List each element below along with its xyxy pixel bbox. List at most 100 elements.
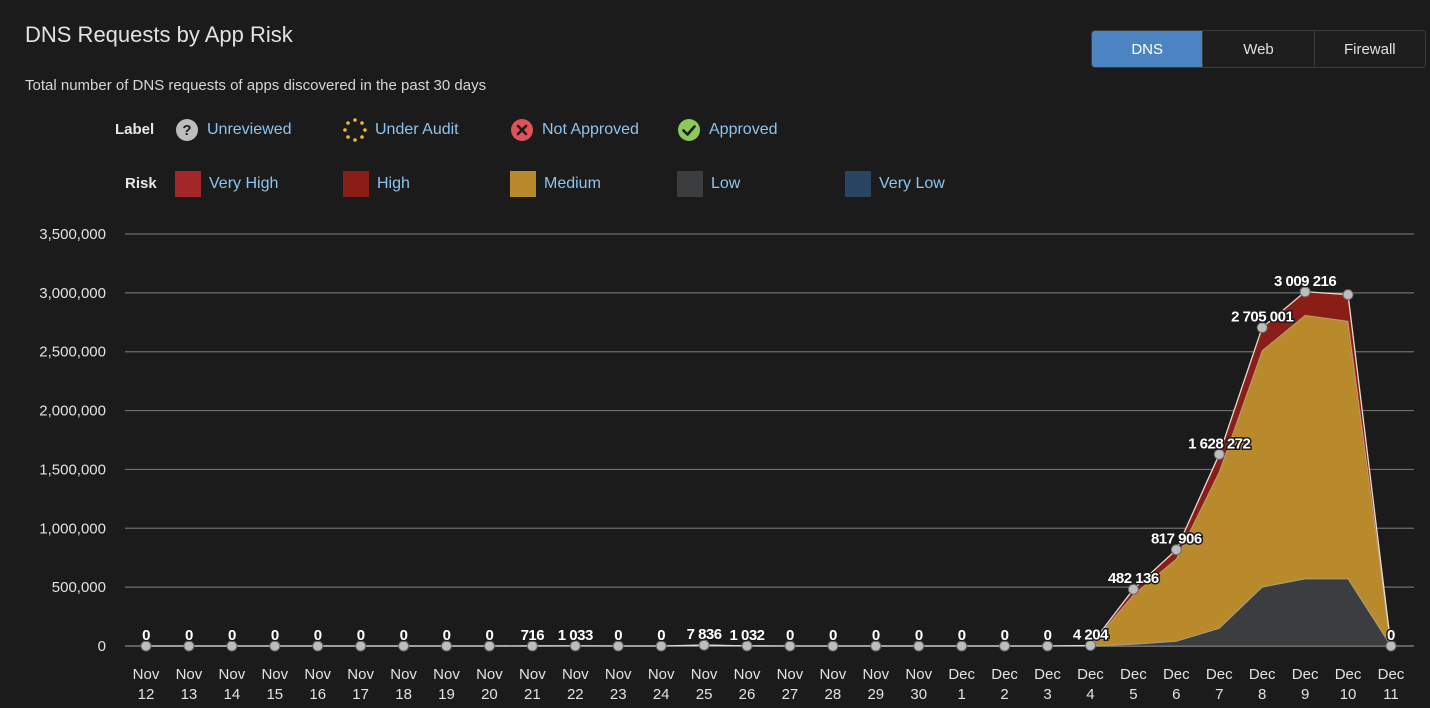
y-tick-label: 1,000,000 (39, 520, 106, 537)
total-line (146, 291, 1392, 647)
x-tick-label: Dec 2 (991, 666, 1018, 703)
legend-item-under-audit[interactable]: Under Audit (343, 117, 459, 143)
x-tick-label: Dec 4 (1077, 666, 1104, 703)
data-label: 0 (657, 627, 665, 644)
data-label: 0 (142, 627, 150, 644)
question-circle-icon: ? (176, 119, 198, 141)
y-axis: 0 500,000 1,000,000 1,500,000 2,000,000 2,500… (39, 226, 106, 655)
data-point (655, 640, 667, 652)
legend-label-unreviewed: Unreviewed (207, 121, 292, 138)
y-tick-label: 2,000,000 (39, 403, 106, 420)
y-tick-label: 2,500,000 (39, 344, 106, 361)
stacked-area-chart: 0 500,000 1,000,000 1,500,000 2,000,000 2,500… (39, 226, 1414, 703)
x-tick-label: Dec 8 (1249, 666, 1276, 703)
legend-label-medium: Medium (544, 175, 601, 192)
data-label: 482 136 (1108, 570, 1159, 587)
data-point (1299, 286, 1311, 298)
very-low-swatch (845, 171, 871, 197)
y-tick-label: 3,500,000 (39, 226, 106, 243)
legend-item-approved[interactable]: Approved (677, 117, 778, 143)
low-swatch (677, 171, 703, 197)
x-tick-label: Nov 15 (261, 666, 288, 703)
label-legend: Label ? Unreviewed Under Audit Not Appro… (0, 117, 900, 143)
legend-label-very-low: Very Low (879, 175, 945, 192)
legend-label-very-high: Very High (209, 175, 279, 192)
x-tick-label: Nov 26 (734, 666, 761, 703)
legend-label-not-approved: Not Approved (542, 121, 639, 138)
data-label: 0 (357, 627, 365, 644)
chart-title: DNS Requests by App Risk (25, 22, 293, 47)
legend-item-high[interactable]: High (343, 171, 410, 197)
data-point (784, 640, 796, 652)
data-label: 0 (486, 627, 494, 644)
legend-item-very-high[interactable]: Very High (175, 171, 278, 197)
data-point (999, 640, 1011, 652)
x-tick-label: Nov 30 (905, 666, 932, 703)
data-label: 0 (443, 627, 451, 644)
data-point (183, 640, 195, 652)
data-point (1385, 640, 1397, 652)
data-label: 0 (915, 627, 923, 644)
legend-item-not-approved[interactable]: Not Approved (510, 117, 639, 143)
tab-dns[interactable]: DNS (1092, 31, 1203, 67)
data-point (226, 640, 238, 652)
x-tick-label: Nov 16 (304, 666, 331, 703)
x-tick-label: Dec 3 (1034, 666, 1061, 703)
data-label: 1 032 (729, 627, 764, 644)
data-label: 2 705 001 (1231, 309, 1293, 326)
data-point (913, 640, 925, 652)
x-tick-label: Nov 19 (433, 666, 460, 703)
y-tick-label: 3,000,000 (39, 285, 106, 302)
legend-label-low: Low (711, 175, 741, 192)
data-label: 4 204 (1073, 627, 1109, 644)
area-medium (146, 314, 1392, 647)
legend-item-low[interactable]: Low (677, 171, 740, 197)
data-label: 0 (786, 627, 794, 644)
data-point (612, 640, 624, 652)
data-point (1084, 640, 1096, 652)
data-point (269, 640, 281, 652)
y-tick-label: 500,000 (52, 579, 106, 596)
y-tick-label: 0 (98, 638, 106, 655)
data-label: 0 (228, 627, 236, 644)
x-tick-label: Nov 17 (347, 666, 374, 703)
data-point (312, 640, 324, 652)
data-label: 0 (271, 627, 279, 644)
legend-item-very-low[interactable]: Very Low (845, 171, 945, 197)
x-tick-label: Nov 13 (176, 666, 203, 703)
data-point (956, 640, 968, 652)
data-point (741, 640, 753, 652)
x-tick-label: Nov 18 (390, 666, 417, 703)
data-point (569, 640, 581, 652)
legend-item-unreviewed[interactable]: ? Unreviewed (175, 117, 291, 143)
y-tick-label: 1,500,000 (39, 461, 106, 478)
data-point (1127, 583, 1139, 595)
data-point (398, 640, 410, 652)
source-toggle: DNS Web Firewall (1091, 30, 1426, 68)
x-tick-label: Nov 24 (648, 666, 675, 703)
data-label: 0 (614, 627, 622, 644)
tab-firewall[interactable]: Firewall (1313, 31, 1425, 67)
data-labels: 0 0 0 0 0 0 0 0 0 716 1 033 0 0 7 836 1 032 0 0 0 0 0 0 0 4 20… (141, 271, 1397, 645)
x-tick-label: Dec 9 (1292, 666, 1319, 703)
data-point (1170, 544, 1182, 556)
risk-legend-heading: Risk (125, 175, 157, 192)
legend-label-approved: Approved (709, 121, 778, 138)
legend-label-under-audit: Under Audit (375, 121, 459, 138)
x-tick-label: Dec 1 (948, 666, 975, 703)
legend-item-medium[interactable]: Medium (510, 171, 601, 197)
data-point (870, 640, 882, 652)
data-point (1042, 640, 1054, 652)
data-point (355, 640, 367, 652)
label-legend-heading: Label (115, 121, 155, 138)
data-point (698, 639, 710, 651)
data-point (1342, 289, 1354, 301)
tab-web[interactable]: Web (1202, 31, 1314, 67)
data-point (1256, 322, 1268, 334)
data-point (526, 640, 538, 652)
x-axis: Nov 12 Nov 13 Nov 14 Nov 15 Nov 16 Nov 17 Nov 18 Nov 19… (133, 666, 1405, 703)
data-point (140, 640, 152, 652)
x-tick-label: Dec 10 (1335, 666, 1362, 703)
high-swatch (343, 171, 369, 197)
data-label: 0 (185, 627, 193, 644)
